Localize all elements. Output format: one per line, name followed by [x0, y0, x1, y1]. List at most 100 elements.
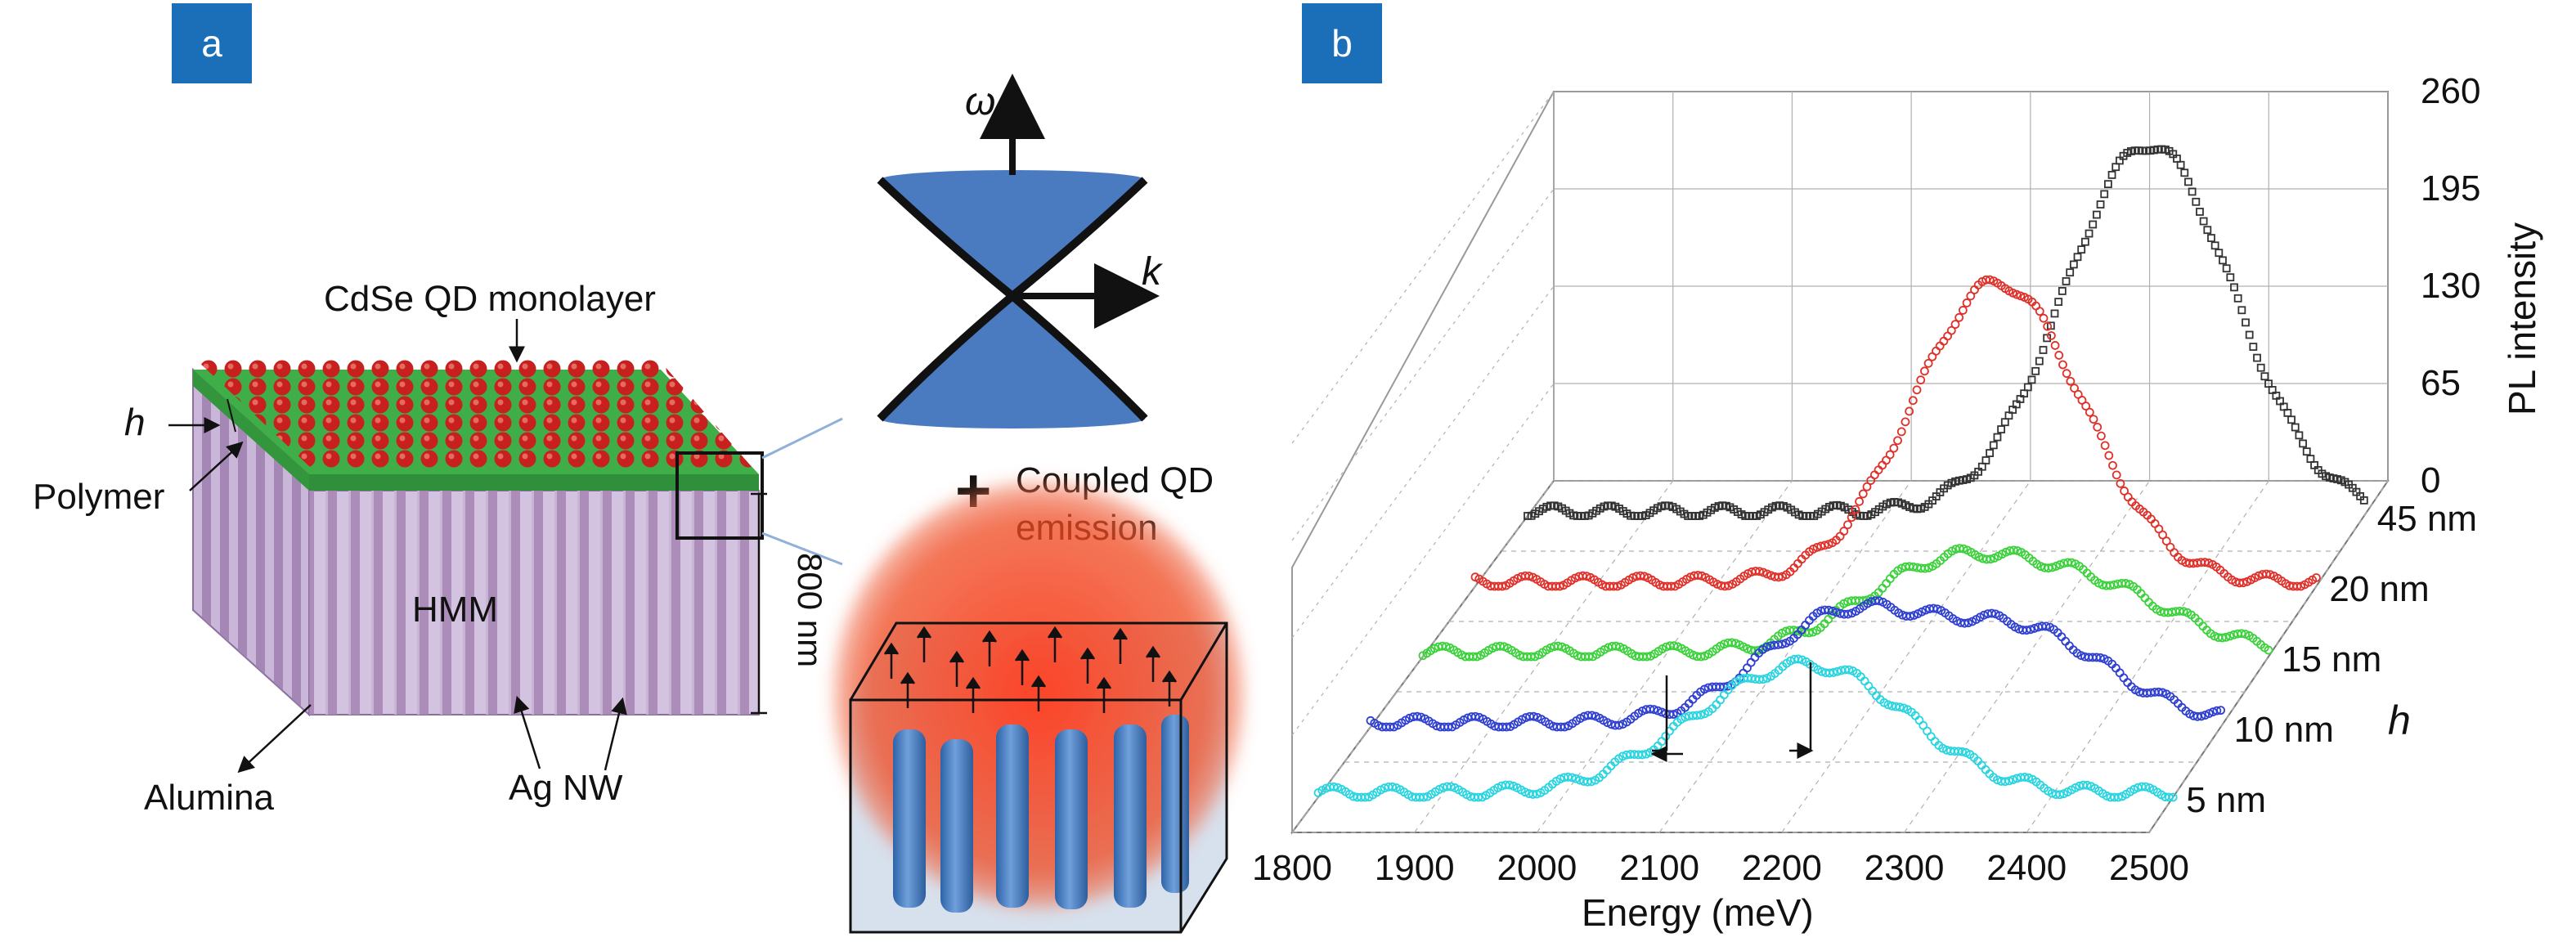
pl-data-point: [2031, 366, 2040, 375]
pl-data-point: [2035, 357, 2044, 366]
pl-data-point: [2299, 439, 2307, 448]
pl-data-point: [2097, 431, 2106, 441]
pl-data-point: [1555, 581, 1564, 591]
pl-data-point: [2120, 487, 2129, 496]
floor-grid-line: [2148, 480, 2389, 833]
pl-data-point: [1959, 544, 1968, 554]
depth-tick-label: 20 nm: [2329, 569, 2429, 609]
floor-grid-line: [1781, 480, 2031, 833]
pl-data-point: [1501, 722, 1511, 732]
pl-data-point: [2096, 200, 2105, 209]
qd-monolayer-label: CdSe QD monolayer: [324, 279, 656, 319]
pl-data-point: [2141, 782, 2151, 792]
depth-tick-label: 45 nm: [2377, 499, 2477, 539]
pl-series-45-nm: [1524, 145, 2368, 520]
pl-data-point: [1777, 639, 1787, 649]
pl-data-point: [2030, 624, 2040, 633]
pl-data-point: [1883, 700, 1893, 710]
pl-data-point: [1524, 572, 1534, 581]
pl-data-point: [1885, 450, 1895, 460]
pl-series-5-nm: [1313, 654, 2178, 802]
pl-data-point: [2238, 578, 2248, 588]
pl-data-point: [2080, 237, 2089, 246]
pl-data-point: [1587, 711, 1596, 720]
pl-data-point: [1905, 612, 1915, 621]
pl-data-point: [1755, 567, 1764, 576]
pl-data-point: [2230, 283, 2238, 292]
floor-grid-line: [1904, 480, 2151, 833]
pl-data-point: [1388, 782, 1398, 792]
pl-data-point: [1474, 792, 1483, 802]
x-tick-label: 2300: [1865, 848, 1945, 888]
pl-data-point: [1820, 541, 1829, 550]
pl-data-point: [1889, 443, 1899, 453]
pl-data-point: [2073, 253, 2082, 262]
x-tick-label: 2500: [2109, 848, 2189, 888]
pl-data-point: [2237, 629, 2246, 639]
pl-data-point: [1567, 773, 1577, 783]
x-tick-label: 1800: [1252, 848, 1332, 888]
pl-data-point: [1928, 603, 1938, 613]
pl-data-point: [2154, 687, 2164, 697]
pl-data-point: [2176, 160, 2185, 169]
pl-data-point: [1896, 427, 1906, 437]
hyperbolic-dispersion: [877, 74, 1160, 428]
pl-data-point: [2089, 415, 2098, 424]
pl-data-point: [1696, 710, 1706, 720]
pl-data-point: [1893, 436, 1902, 446]
pl-data-point: [1958, 306, 1968, 315]
pl-data-point: [1628, 573, 1637, 582]
pl-data-point: [1720, 581, 1730, 591]
pl-data-point: [1667, 581, 1676, 591]
pl-data-point: [2291, 423, 2300, 432]
pl-data-point: [1923, 358, 1933, 368]
pl-data-point: [2085, 229, 2094, 238]
pl-data-point: [1920, 366, 1929, 376]
pl-data-point: [1446, 782, 1456, 792]
h-bracket: [227, 398, 236, 433]
pl-data-point: [2062, 277, 2071, 285]
coupled-emission-inset: [834, 482, 1243, 934]
pl-data-point: [1693, 571, 1703, 580]
pl-data-point: [1954, 312, 1964, 322]
pl-series-10-nm: [1366, 596, 2226, 732]
pl-data-point: [2103, 180, 2112, 189]
pl-data-point: [1855, 496, 1864, 506]
pl-data-point: [2020, 772, 2030, 782]
pl-data-point: [2116, 478, 2125, 488]
pl-data-point: [1905, 406, 1914, 416]
pl-data-point: [1405, 713, 1414, 723]
pl-data-point: [1560, 722, 1569, 732]
pl-data-point: [2295, 431, 2304, 440]
qd-monolayer: [196, 360, 752, 468]
floor-grid-line: [1658, 480, 1912, 833]
pl-data-point: [1979, 610, 1989, 620]
pl-data-point: [1472, 652, 1482, 662]
thickness-label: 800 nm: [791, 553, 829, 667]
pl-data-point: [1668, 710, 1678, 719]
pl-data-point: [1669, 641, 1679, 651]
pl-data-point: [1833, 666, 1842, 676]
x-tick-label: 2400: [1986, 848, 2067, 888]
pl-data-point: [2100, 190, 2109, 199]
pl-data-point: [2066, 268, 2075, 277]
pl-data-point: [2199, 217, 2208, 226]
alumina-label: Alumina: [144, 778, 274, 818]
pl-data-point: [2044, 563, 2053, 573]
pl-data-point: [1847, 513, 1856, 523]
pl-data-point: [2058, 287, 2067, 295]
pl-data-point: [2253, 353, 2261, 362]
pl-data-point: [1954, 544, 1964, 554]
pl-data-point: [1488, 644, 1497, 653]
pl-data-point: [1692, 711, 1702, 720]
pl-data-point: [2089, 220, 2098, 229]
pl-data-point: [2054, 298, 2063, 307]
z-tick-label: 65: [2421, 363, 2461, 403]
pl-data-point: [1987, 608, 1996, 618]
pl-data-point: [2165, 792, 2174, 802]
pl-data-point: [2249, 343, 2258, 351]
z-tick-label: 260: [2421, 71, 2480, 111]
pl-data-point: [2092, 210, 2101, 219]
pl-data-point: [1966, 291, 1976, 301]
pl-data-point: [1564, 772, 1573, 782]
